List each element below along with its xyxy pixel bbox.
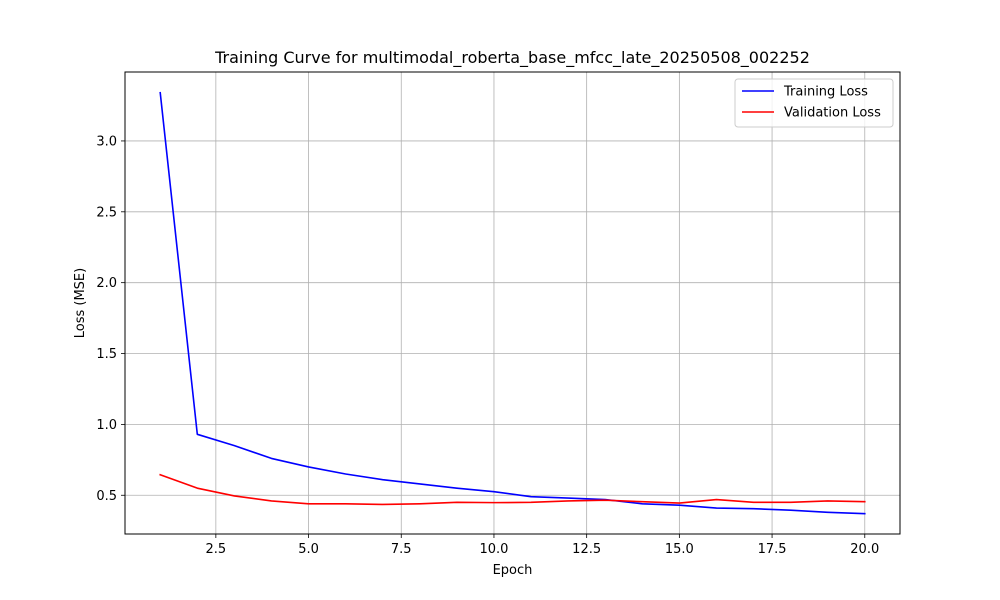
x-tick-label: 20.0 — [850, 542, 879, 557]
y-tick-label: 1.0 — [96, 418, 117, 433]
legend-label-validation-loss: Validation Loss — [784, 106, 881, 121]
series-layer — [159, 91, 866, 515]
legend-label-training-loss: Training Loss — [783, 85, 868, 100]
x-tick-label: 7.5 — [391, 542, 412, 557]
legend-box — [734, 78, 894, 128]
x-tick-label: 17.5 — [758, 542, 787, 557]
grid — [125, 72, 900, 534]
y-axis-ticks: 0.5 1.0 1.5 2.0 2.5 3.0 — [96, 134, 125, 504]
training-loss-line — [159, 91, 866, 515]
chart-title: Training Curve for multimodal_roberta_ba… — [214, 48, 810, 68]
x-tick-label: 15.0 — [665, 542, 694, 557]
y-tick-label: 1.5 — [96, 347, 117, 362]
legend-items: Training Loss Validation Loss — [742, 85, 881, 121]
y-tick-label: 0.5 — [96, 489, 117, 504]
plot-frame — [124, 71, 901, 535]
validation-loss-line — [159, 473, 866, 506]
y-tick-label: 2.5 — [96, 205, 117, 220]
x-axis-ticks: 2.5 5.0 7.5 10.0 12.5 15.0 17.5 20.0 — [206, 534, 879, 557]
legend: Training Loss Validation Loss — [734, 78, 894, 128]
x-axis-label: Epoch — [493, 563, 533, 578]
y-tick-label: 2.0 — [96, 276, 117, 291]
x-tick-label: 5.0 — [298, 542, 319, 557]
x-tick-label: 2.5 — [206, 542, 227, 557]
y-axis-label: Loss (MSE) — [73, 268, 88, 338]
y-tick-label: 3.0 — [96, 134, 117, 149]
x-tick-label: 12.5 — [572, 542, 601, 557]
x-tick-label: 10.0 — [479, 542, 508, 557]
